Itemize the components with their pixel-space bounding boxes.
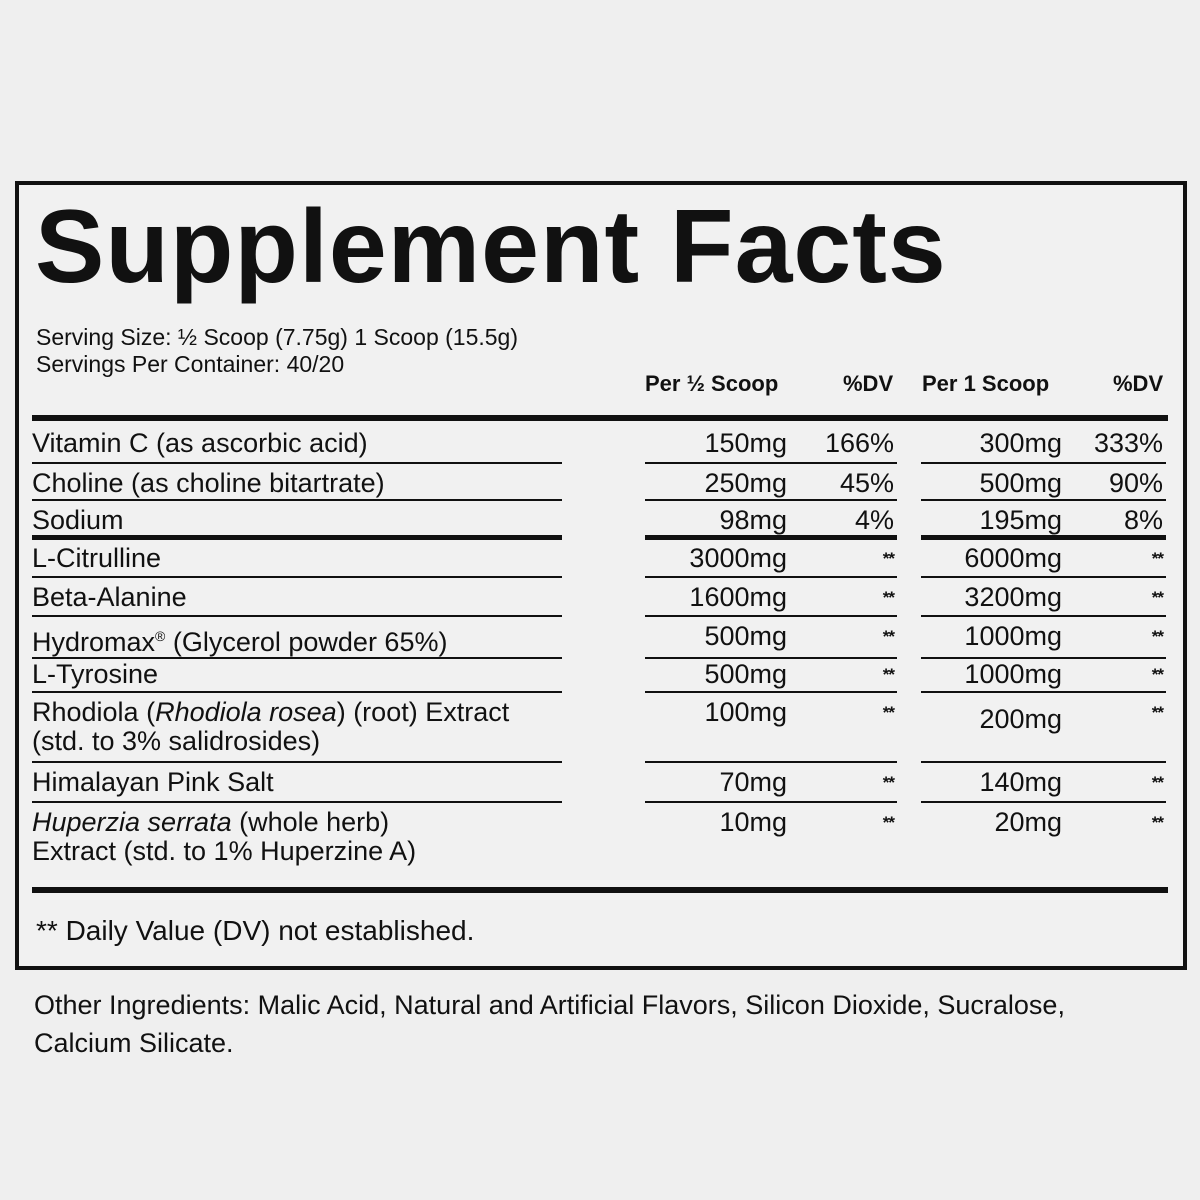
ingredient-name: Rhodiola (Rhodiola rosea) (root) Extract… [32, 693, 562, 763]
amount-half: 500mg [645, 655, 787, 693]
dv-half: ** [787, 617, 897, 659]
ingredient-name: Beta-Alanine [32, 578, 562, 617]
column-header-per-half-scoop: Per ½ Scoop [645, 371, 779, 396]
table-row: L-Tyrosine 500mg ** 1000mg ** [32, 655, 1168, 693]
dv-half: ** [787, 763, 897, 803]
dv-half: ** [882, 813, 895, 832]
table-row: Sodium 98mg 4% 195mg 8% [32, 501, 1168, 540]
ingredient-name: Huperzia serrata (whole herb) Extract (st… [32, 803, 562, 879]
amount-one: 1000mg [921, 655, 1062, 693]
amount-one: 1000mg [921, 617, 1062, 659]
footnote: ** Daily Value (DV) not established. [36, 915, 475, 946]
amount-half: 150mg [645, 424, 787, 464]
amount-half: 1600mg [645, 578, 787, 617]
name-rest: (Glycerol powder 65%) [165, 627, 448, 657]
column-header-dv-one: %DV [1113, 371, 1164, 396]
dv-half: 166% [787, 424, 897, 464]
name-line2: (std. to 3% salidrosides) [32, 726, 321, 756]
column-header-dv-half: %DV [843, 371, 894, 396]
ingredient-name: Vitamin C (as ascorbic acid) [32, 424, 562, 464]
amount-one: 195mg [921, 501, 1062, 540]
name-rest: ) (root) Extract [336, 697, 510, 727]
column-header-per-one-scoop: Per 1 Scoop [922, 371, 1050, 396]
ingredient-name: Himalayan Pink Salt [32, 763, 562, 803]
table-row: Vitamin C (as ascorbic acid) 150mg 166% … [32, 424, 1168, 464]
name-italic: Rhodiola rosea [155, 697, 337, 727]
name-rest: (whole herb) [231, 807, 390, 837]
serving-size: Serving Size: ½ Scoop (7.75g) 1 Scoop (1… [36, 324, 519, 350]
name-text: Rhodiola ( [32, 697, 156, 727]
amount-one: 300mg [921, 424, 1062, 464]
amount-one: 140mg [921, 763, 1062, 803]
amount-half: 70mg [645, 763, 787, 803]
amount-one: 500mg [921, 464, 1062, 501]
panel-title: Supplement Facts [35, 189, 947, 305]
dv-half: 4% [787, 501, 897, 540]
amount-one: 6000mg [921, 539, 1062, 578]
amount-half: 3000mg [645, 539, 787, 578]
dv-one: ** [1062, 617, 1166, 659]
name-text: Hydromax [32, 627, 156, 657]
ingredient-name: Hydromax® (Glycerol powder 65%) [32, 617, 562, 659]
amount-half: 98mg [645, 501, 787, 540]
table-row: Huperzia serrata (whole herb) Extract (st… [32, 803, 1168, 879]
dv-one: 333% [1062, 424, 1166, 464]
dv-half: ** [787, 655, 897, 693]
name-italic: Huperzia serrata [32, 807, 232, 837]
table-row: Himalayan Pink Salt 70mg ** 140mg ** [32, 763, 1168, 803]
amount-half: 100mg [645, 693, 787, 763]
ingredient-name: Choline (as choline bitartrate) [32, 464, 562, 501]
other-ingredients: Other Ingredients: Malic Acid, Natural a… [34, 990, 1065, 1058]
dv-one: ** [1062, 578, 1166, 617]
dv-half: ** [787, 578, 897, 617]
header-divider [32, 415, 1168, 421]
ingredient-name: L-Citrulline [32, 539, 562, 578]
supplement-facts-panel: Supplement Facts Serving Size: ½ Scoop (… [15, 181, 1187, 970]
dv-half: 45% [787, 464, 897, 501]
dv-one: ** [1062, 763, 1166, 803]
dv-one: ** [1062, 655, 1166, 693]
table-row: Hydromax® (Glycerol powder 65%) 500mg **… [32, 617, 1168, 659]
amount-one: 3200mg [921, 578, 1062, 617]
ingredient-name: Sodium [32, 501, 562, 540]
table-row: Rhodiola (Rhodiola rosea) (root) Extract… [32, 693, 1168, 763]
amount-one: 200mg [921, 693, 1062, 763]
dv-one: ** [1151, 813, 1164, 832]
name-line2: Extract (std. to 1% Huperzine A) [32, 836, 417, 866]
amount-half: 10mg [719, 807, 787, 837]
dv-one: 8% [1062, 501, 1166, 540]
dv-half: ** [787, 693, 897, 763]
amount-half: 500mg [645, 617, 787, 659]
table-row: Choline (as choline bitartrate) 250mg 45… [32, 464, 1168, 501]
servings-per-container: Servings Per Container: 40/20 [36, 351, 345, 377]
dv-one: 90% [1062, 464, 1166, 501]
dv-one: ** [1062, 539, 1166, 578]
ingredient-name: L-Tyrosine [32, 655, 562, 693]
dv-half: ** [787, 539, 897, 578]
table-row: L-Citrulline 3000mg ** 6000mg ** [32, 539, 1168, 578]
amount-one: 20mg [994, 807, 1062, 837]
dv-one: ** [1062, 693, 1166, 763]
registered-mark: ® [155, 628, 166, 644]
bottom-divider [32, 887, 1168, 893]
facts-table: Vitamin C (as ascorbic acid) 150mg 166% … [32, 424, 1168, 879]
amount-half: 250mg [645, 464, 787, 501]
table-row: Beta-Alanine 1600mg ** 3200mg ** [32, 578, 1168, 617]
